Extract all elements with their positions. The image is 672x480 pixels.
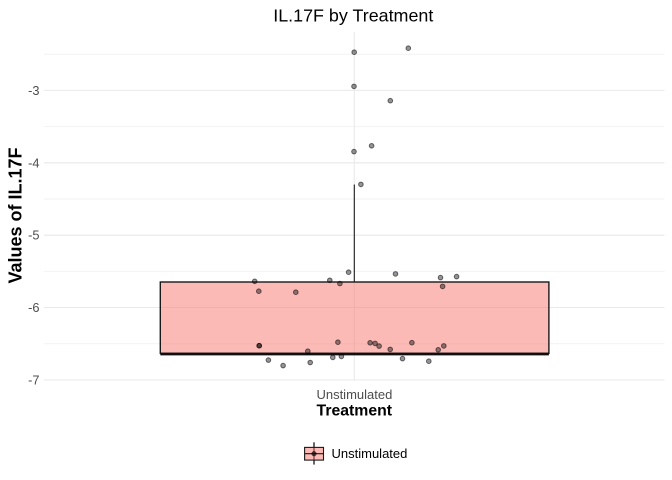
svg-text:Unstimulated: Unstimulated — [332, 446, 408, 461]
svg-text:-7: -7 — [28, 372, 39, 387]
svg-text:Values of IL.17F: Values of IL.17F — [6, 147, 26, 283]
svg-text:-5: -5 — [28, 228, 39, 243]
svg-text:-6: -6 — [28, 300, 39, 315]
svg-text:Treatment: Treatment — [317, 403, 393, 420]
svg-text:-3: -3 — [28, 83, 39, 98]
svg-text:Unstimulated: Unstimulated — [316, 387, 392, 402]
svg-text:IL.17F by Treatment: IL.17F by Treatment — [273, 6, 433, 26]
svg-text:-4: -4 — [28, 155, 39, 170]
